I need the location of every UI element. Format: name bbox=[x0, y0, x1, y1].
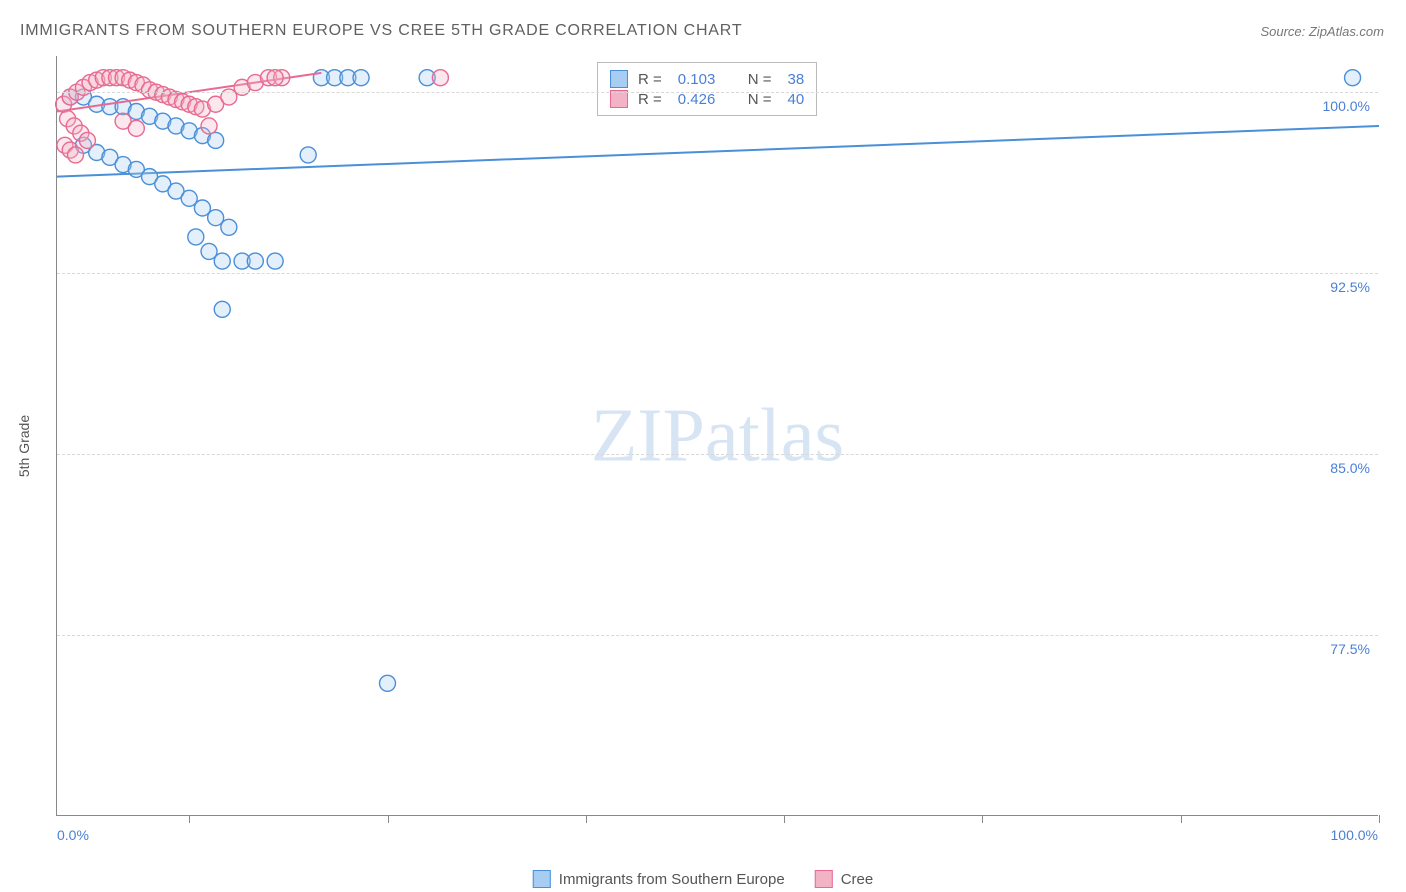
data-point bbox=[214, 253, 230, 269]
series-legend: Immigrants from Southern Europe Cree bbox=[533, 870, 873, 888]
source-name: ZipAtlas.com bbox=[1309, 24, 1384, 39]
data-point bbox=[432, 70, 448, 86]
regression-line-immigrants-southern-europe bbox=[57, 126, 1379, 177]
x-tick bbox=[1181, 815, 1182, 823]
data-point bbox=[214, 301, 230, 317]
data-point bbox=[267, 253, 283, 269]
data-point bbox=[300, 147, 316, 163]
data-point bbox=[1345, 70, 1361, 86]
data-point bbox=[353, 70, 369, 86]
x-tick bbox=[982, 815, 983, 823]
data-point bbox=[68, 147, 84, 163]
series-legend-label: Cree bbox=[841, 871, 874, 888]
x-tick bbox=[1379, 815, 1380, 823]
data-point bbox=[128, 120, 144, 136]
data-point bbox=[380, 675, 396, 691]
data-point bbox=[267, 70, 283, 86]
series-legend-item-immigrants-southern-europe: Immigrants from Southern Europe bbox=[533, 870, 785, 888]
x-axis-start-label: 0.0% bbox=[57, 827, 89, 843]
legend-n-prefix: N = bbox=[748, 71, 772, 88]
data-point bbox=[188, 229, 204, 245]
legend-r-value: 0.103 bbox=[678, 71, 732, 88]
chart-title: IMMIGRANTS FROM SOUTHERN EUROPE VS CREE … bbox=[20, 22, 742, 40]
source-label: Source: bbox=[1260, 24, 1308, 39]
y-tick-label: 100.0% bbox=[1323, 98, 1370, 114]
y-axis-label: 5th Grade bbox=[16, 415, 32, 477]
data-point bbox=[247, 253, 263, 269]
source-attribution: Source: ZipAtlas.com bbox=[1260, 24, 1384, 39]
legend-swatch bbox=[610, 70, 628, 88]
x-tick bbox=[189, 815, 190, 823]
data-point bbox=[79, 132, 95, 148]
x-tick bbox=[784, 815, 785, 823]
x-tick bbox=[586, 815, 587, 823]
legend-n-value: 38 bbox=[788, 71, 805, 88]
data-point bbox=[221, 219, 237, 235]
legend-r-prefix: R = bbox=[638, 71, 662, 88]
legend-swatch bbox=[815, 870, 833, 888]
data-point bbox=[201, 118, 217, 134]
legend-row-immigrants-southern-europe: R = 0.103 N = 38 bbox=[610, 69, 804, 89]
series-legend-item-cree: Cree bbox=[815, 870, 874, 888]
gridline bbox=[57, 92, 1378, 93]
y-tick-label: 92.5% bbox=[1330, 279, 1370, 295]
y-tick-label: 85.0% bbox=[1330, 460, 1370, 476]
gridline bbox=[57, 454, 1378, 455]
y-tick-label: 77.5% bbox=[1330, 641, 1370, 657]
gridline bbox=[57, 635, 1378, 636]
chart-svg bbox=[57, 56, 1378, 815]
data-point bbox=[208, 132, 224, 148]
plot-area: ZIPatlas R =0.103N =38R =0.426N =40 0.0%… bbox=[56, 56, 1378, 816]
correlation-legend: R =0.103N =38R =0.426N =40 bbox=[597, 62, 817, 116]
series-legend-label: Immigrants from Southern Europe bbox=[559, 871, 785, 888]
legend-swatch bbox=[533, 870, 551, 888]
gridline bbox=[57, 273, 1378, 274]
x-tick bbox=[388, 815, 389, 823]
x-axis-end-label: 100.0% bbox=[1331, 827, 1378, 843]
